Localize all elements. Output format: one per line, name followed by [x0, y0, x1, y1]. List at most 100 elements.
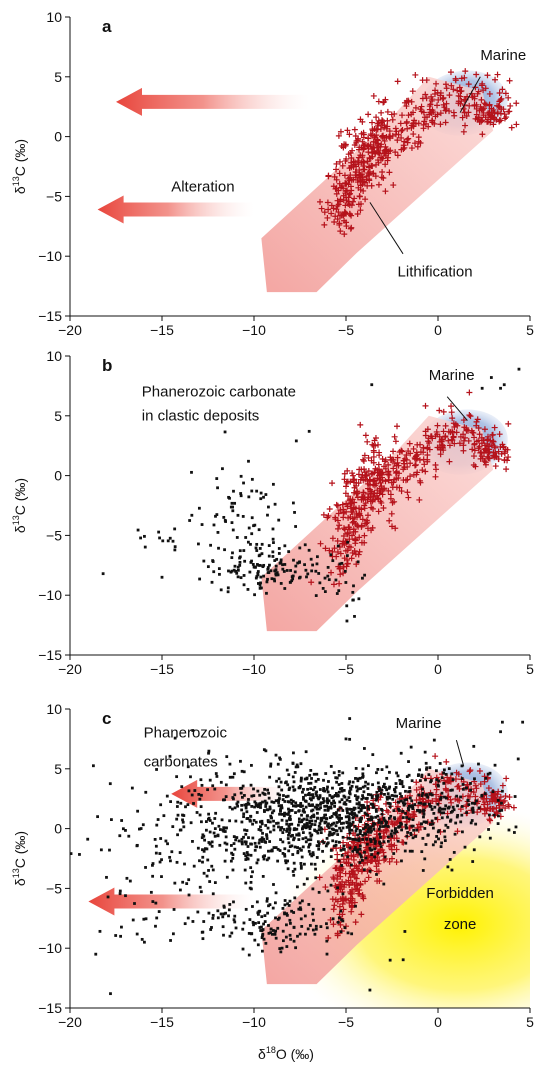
data-point-dot	[271, 906, 275, 910]
data-point-dot	[165, 794, 169, 798]
data-point-dot	[260, 936, 264, 940]
data-point-dot	[446, 865, 450, 869]
data-point-plus	[486, 816, 493, 823]
data-point-dot	[358, 818, 362, 822]
data-point-dot	[169, 859, 172, 863]
data-point-dot	[188, 519, 192, 522]
data-point-dot	[324, 844, 328, 848]
data-point-dot	[356, 795, 360, 799]
data-point-dot	[279, 828, 282, 832]
data-point-dot	[240, 820, 244, 824]
data-point-plus	[455, 782, 462, 789]
data-point-plus	[404, 489, 411, 496]
data-point-dot	[258, 553, 262, 557]
data-point-plus	[355, 184, 362, 191]
data-point-dot	[211, 821, 214, 825]
data-point-dot	[384, 824, 387, 828]
data-point-dot	[314, 876, 318, 880]
data-point-plus	[472, 793, 479, 800]
data-point-dot	[215, 513, 219, 516]
data-point-plus	[490, 452, 497, 459]
data-point-dot	[259, 806, 262, 809]
data-point-dot	[383, 855, 387, 859]
data-point-dot	[460, 764, 464, 768]
data-point-plus	[332, 213, 339, 220]
data-point-dot	[311, 851, 315, 855]
x-axis-title-prefix: δ	[258, 1046, 266, 1062]
data-point-dot	[325, 799, 329, 803]
data-point-dot	[218, 828, 222, 831]
data-point-dot	[296, 934, 299, 938]
data-point-plus	[479, 131, 486, 138]
data-point-dot	[337, 916, 341, 920]
data-point-plus	[374, 878, 381, 885]
data-point-dot	[247, 459, 250, 463]
data-point-dot	[317, 797, 321, 801]
data-point-dot	[242, 815, 245, 819]
data-point-dot	[329, 883, 333, 887]
data-point-dot	[292, 788, 296, 792]
annotation: zone	[444, 916, 477, 933]
data-point-dot	[256, 573, 260, 577]
data-point-dot	[243, 803, 247, 807]
data-point-dot	[257, 921, 261, 925]
data-point-dot	[205, 874, 209, 878]
data-point-dot	[303, 914, 307, 918]
data-point-dot	[368, 846, 372, 850]
data-point-dot	[274, 564, 278, 568]
data-point-dot	[251, 822, 254, 826]
data-point-dot	[423, 802, 427, 806]
data-point-dot	[447, 806, 450, 810]
data-point-dot	[222, 826, 226, 830]
data-point-plus	[331, 218, 338, 225]
data-point-dot	[267, 571, 271, 574]
data-point-plus	[352, 535, 359, 542]
data-point-dot	[273, 502, 277, 506]
data-point-dot	[366, 782, 370, 786]
data-point-dot	[409, 745, 413, 749]
data-point-dot	[323, 813, 327, 817]
annotation: Lithification	[398, 264, 473, 281]
data-point-dot	[488, 771, 492, 775]
data-point-dot	[446, 826, 450, 829]
data-point-dot	[135, 932, 139, 936]
data-point-dot	[281, 840, 285, 844]
data-point-dot	[284, 935, 288, 939]
data-point-dot	[388, 770, 391, 774]
data-point-plus	[353, 169, 360, 176]
data-point-dot	[407, 804, 411, 808]
data-point-dot	[351, 837, 355, 841]
data-point-dot	[216, 486, 219, 490]
data-point-dot	[245, 810, 249, 814]
data-point-dot	[380, 812, 384, 816]
data-point-plus	[378, 470, 385, 477]
data-point-dot	[118, 834, 122, 838]
data-point-dot	[370, 796, 374, 800]
data-point-plus	[400, 142, 407, 149]
data-point-dot	[323, 576, 327, 580]
data-point-dot	[232, 489, 235, 493]
data-point-plus	[389, 523, 396, 530]
data-point-dot	[229, 859, 233, 863]
data-point-dot	[409, 833, 413, 837]
data-point-plus	[403, 451, 410, 458]
data-point-plus	[461, 96, 468, 103]
data-point-dot	[223, 830, 227, 833]
data-point-plus	[470, 453, 477, 460]
data-point-plus	[348, 908, 355, 915]
data-point-dot	[287, 904, 291, 907]
data-point-dot	[341, 826, 345, 830]
data-point-dot	[261, 791, 265, 795]
data-point-dot	[291, 853, 295, 856]
data-point-dot	[373, 847, 377, 851]
data-point-dot	[228, 775, 232, 779]
data-point-plus	[445, 793, 452, 800]
data-point-dot	[380, 768, 384, 771]
data-point-plus	[362, 432, 369, 439]
data-point-dot	[501, 720, 504, 724]
data-point-dot	[301, 827, 304, 831]
data-point-dot	[393, 790, 397, 794]
data-point-dot	[334, 824, 338, 828]
data-point-dot	[351, 780, 355, 784]
data-point-dot	[350, 863, 353, 867]
